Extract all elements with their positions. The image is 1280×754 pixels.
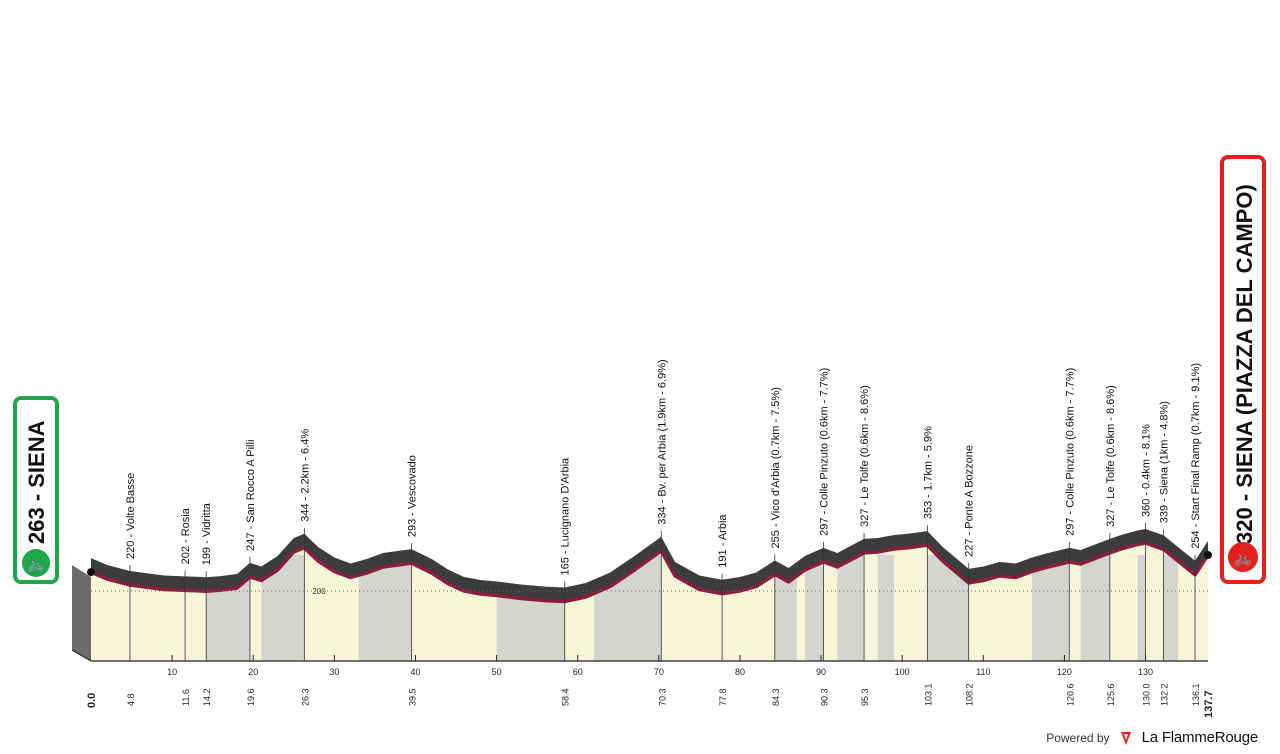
waypoint-label: 199 - Vidritta (201, 502, 213, 565)
waypoint-label: 353 - 1.7km - 5.9% (922, 426, 934, 519)
waypoint-label: 227 - Ponte A Bozzone (964, 445, 976, 557)
x-tick-label: 80 (735, 667, 745, 677)
x-tick-label: 50 (492, 667, 502, 677)
terrain-band (1137, 555, 1146, 661)
bike-glyph-finish: 🚲 (1234, 549, 1253, 567)
x-tick-label: 40 (410, 667, 420, 677)
waypoint-km-label: 70.3 (657, 688, 667, 706)
waypoint-km-label: 11.6 (181, 689, 191, 706)
waypoint-label: 327 - Le Tolfe (0.6km - 8.6%) (1105, 385, 1117, 527)
waypoint-km-label: 120.6 (1065, 683, 1075, 706)
waypoint-label: 360 - 0.4km - 8.1% (1141, 424, 1153, 517)
bike-glyph-start: 🚲 (27, 555, 46, 573)
x-tick-label: 110 (976, 667, 990, 677)
reference-line-label: 200 (312, 587, 326, 596)
x-tick-label: 90 (816, 667, 826, 677)
footer: Powered by La FlammeRouge (1046, 729, 1258, 746)
waypoint-km-label: 103.1 (923, 683, 933, 706)
x-tick-label: 60 (573, 667, 583, 677)
km-end-label: 137.7 (1203, 690, 1215, 718)
waypoint-label: 293 - Vescovado (406, 455, 418, 537)
finish-cyclist-icon (1228, 542, 1258, 572)
waypoint-label: 344 - 2.2km - 6.4% (299, 429, 311, 522)
waypoint-km-label: 130.0 (1142, 683, 1152, 706)
finish-dot (1204, 551, 1212, 559)
x-tick-label: 120 (1057, 667, 1072, 677)
waypoint-label: 334 - Bv. per Arbia (1.9km - 6.9%) (656, 359, 668, 524)
waypoint-km-label: 19.6 (246, 688, 256, 706)
start-dot (87, 568, 95, 577)
terrain-band (1163, 555, 1178, 661)
waypoint-label: 191 - Arbia (717, 514, 729, 568)
waypoint-label: 297 - Colle Pinzuto (0.6km - 7.7%) (1064, 368, 1076, 536)
waypoint-label: 247 - San Rocco A Pilli (245, 440, 257, 551)
terrain-band (804, 555, 824, 661)
start-badge: 263 - SIENA 🚲 (13, 396, 59, 584)
terrain-band (1080, 555, 1110, 661)
start-label: 263 - SIENA (24, 420, 49, 544)
waypoint-label: 339 - Siena (1km - 4.8%) (1158, 401, 1170, 523)
waypoint-km-label: 39.5 (407, 688, 417, 706)
waypoint-label: 254 - Start Final Ramp (0.7km - 9.1%) (1190, 363, 1202, 549)
waypoint-km-label: 4.8 (126, 693, 136, 706)
finish-label: 320 - SIENA (PIAZZA DEL CAMPO) (1232, 184, 1257, 544)
waypoint-label: 165 - Lucignano D'Arbia (560, 457, 572, 576)
x-tick-label: 130 (1138, 667, 1153, 677)
waypoint-km-label: 125.6 (1106, 683, 1116, 706)
start-cyclist-icon (22, 549, 50, 577)
powered-by-text: Powered by (1046, 730, 1110, 745)
waypoint-km-label: 132.2 (1159, 683, 1169, 706)
x-tick-label: 10 (167, 667, 177, 677)
waypoint-km-label: 26.3 (300, 688, 310, 706)
terrain-band (837, 555, 865, 661)
finish-badge: 320 - SIENA (PIAZZA DEL CAMPO) 🚲 (1220, 155, 1266, 584)
waypoint-km-label: 84.3 (771, 688, 781, 706)
terrain-band (1031, 555, 1070, 661)
flame-logo-icon (1120, 731, 1131, 745)
terrain-band (877, 555, 895, 661)
waypoint-km-label: 90.3 (819, 688, 829, 706)
waypoint-label: 220 - Volte Basse (125, 473, 137, 559)
profile-side-wall (72, 565, 91, 661)
x-tick-label: 70 (654, 667, 664, 677)
waypoint-km-label: 58.4 (561, 688, 571, 706)
km-start-label: 0.0 (86, 693, 98, 708)
waypoint-km-label: 77.8 (718, 688, 728, 706)
waypoint-km-label: 95.3 (860, 688, 870, 706)
waypoint-label: 327 - Le Tolfe (0.6km - 8.6%) (859, 385, 871, 527)
brand-name: La FlammeRouge (1141, 729, 1259, 746)
x-axis-left (71, 649, 92, 662)
waypoint-label: 255 - Vico d'Arbia (0.7km - 7.5%) (770, 387, 782, 548)
x-tick-label: 20 (248, 667, 258, 677)
x-tick-label: 30 (329, 667, 339, 677)
waypoint-km-label: 14.2 (202, 688, 212, 706)
terrain-band (496, 555, 565, 661)
waypoint-label: 202 - Rosia (180, 507, 192, 564)
x-tick-label: 100 (895, 667, 910, 677)
waypoint-km-label: 136.1 (1191, 683, 1201, 706)
waypoint-label: 297 - Colle Pinzuto (0.6km - 7.7%) (818, 368, 830, 536)
waypoint-km-label: 108.2 (965, 683, 975, 706)
